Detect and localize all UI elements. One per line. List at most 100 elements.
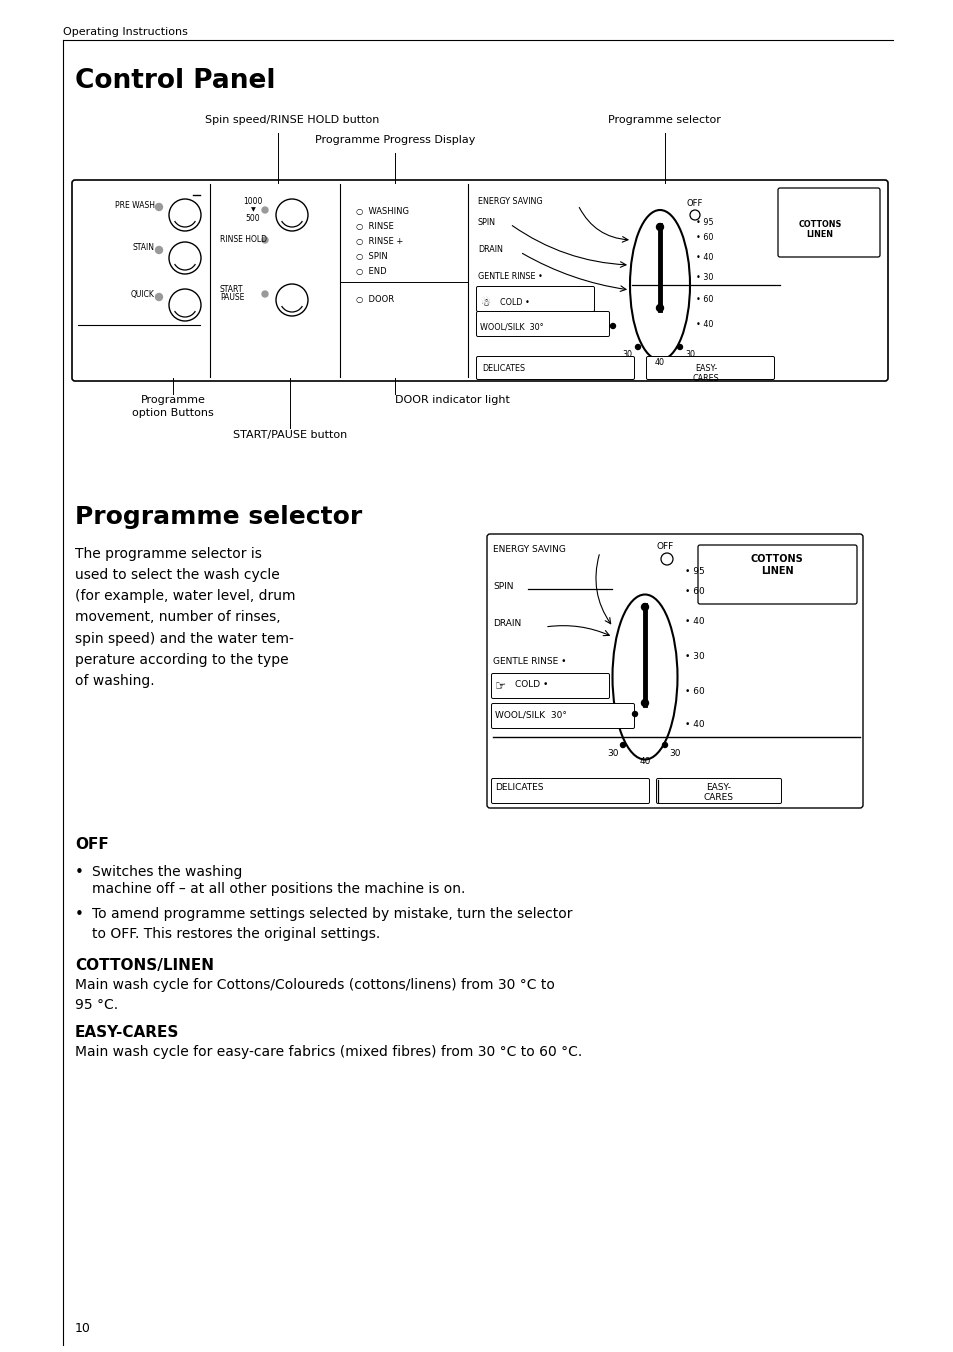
Text: 30: 30 bbox=[621, 350, 631, 360]
Text: OFF: OFF bbox=[75, 837, 109, 852]
Circle shape bbox=[155, 246, 162, 254]
Text: OFF: OFF bbox=[686, 199, 702, 208]
Text: ☞: ☞ bbox=[495, 680, 506, 694]
Text: DRAIN: DRAIN bbox=[493, 619, 520, 627]
Text: OFF: OFF bbox=[657, 542, 674, 552]
Circle shape bbox=[656, 304, 662, 311]
Circle shape bbox=[661, 742, 667, 748]
Text: Programme selector: Programme selector bbox=[607, 115, 720, 124]
FancyBboxPatch shape bbox=[646, 357, 774, 380]
Text: • 40: • 40 bbox=[684, 617, 704, 626]
Circle shape bbox=[677, 345, 681, 350]
Text: 1000: 1000 bbox=[243, 197, 262, 206]
Circle shape bbox=[640, 699, 648, 707]
Text: 30: 30 bbox=[669, 749, 680, 758]
Text: ENERGY SAVING: ENERGY SAVING bbox=[493, 545, 565, 554]
Text: ○  END: ○ END bbox=[355, 266, 386, 276]
Text: • 60: • 60 bbox=[684, 687, 704, 696]
Text: COLD •: COLD • bbox=[499, 297, 529, 307]
Text: Programme
option Buttons: Programme option Buttons bbox=[132, 395, 213, 418]
FancyBboxPatch shape bbox=[71, 180, 887, 381]
Text: WOOL/SILK  30°: WOOL/SILK 30° bbox=[479, 323, 543, 333]
Text: EASY-CARES: EASY-CARES bbox=[75, 1025, 179, 1040]
Text: LINEN: LINEN bbox=[760, 566, 793, 576]
Text: Operating Instructions: Operating Instructions bbox=[63, 27, 188, 37]
Circle shape bbox=[262, 291, 268, 297]
Text: 30: 30 bbox=[684, 350, 695, 360]
Text: ○  DOOR: ○ DOOR bbox=[355, 295, 394, 304]
Text: ○  SPIN: ○ SPIN bbox=[355, 251, 387, 261]
Text: COTTONS/LINEN: COTTONS/LINEN bbox=[75, 959, 213, 973]
Text: GENTLE RINSE •: GENTLE RINSE • bbox=[493, 657, 566, 667]
Text: ○  RINSE +: ○ RINSE + bbox=[355, 237, 403, 246]
Text: ○  WASHING: ○ WASHING bbox=[355, 207, 409, 216]
Text: COTTONS: COTTONS bbox=[750, 554, 802, 564]
Text: STAIN: STAIN bbox=[132, 243, 154, 253]
Text: PRE WASH: PRE WASH bbox=[115, 200, 154, 210]
FancyBboxPatch shape bbox=[476, 287, 594, 311]
Text: ○  RINSE: ○ RINSE bbox=[355, 222, 394, 231]
Text: ENERGY SAVING: ENERGY SAVING bbox=[477, 197, 542, 206]
Text: Programme selector: Programme selector bbox=[75, 506, 362, 529]
Text: GENTLE RINSE •: GENTLE RINSE • bbox=[477, 272, 542, 281]
Circle shape bbox=[262, 207, 268, 214]
Text: • 40: • 40 bbox=[696, 320, 713, 329]
FancyBboxPatch shape bbox=[778, 188, 879, 257]
Text: To amend programme settings selected by mistake, turn the selector
to OFF. This : To amend programme settings selected by … bbox=[91, 907, 572, 941]
Text: EASY-
CARES: EASY- CARES bbox=[692, 364, 719, 384]
FancyBboxPatch shape bbox=[698, 545, 856, 604]
Text: machine off – at all other positions the machine is on.: machine off – at all other positions the… bbox=[91, 882, 465, 896]
Text: Spin speed/RINSE HOLD button: Spin speed/RINSE HOLD button bbox=[205, 115, 379, 124]
Text: • 40: • 40 bbox=[684, 721, 704, 729]
FancyBboxPatch shape bbox=[476, 357, 634, 380]
Text: • 30: • 30 bbox=[696, 273, 713, 283]
Text: • 95: • 95 bbox=[696, 218, 713, 227]
Text: DRAIN: DRAIN bbox=[477, 245, 502, 254]
Circle shape bbox=[155, 204, 162, 211]
Circle shape bbox=[656, 223, 662, 230]
Text: 40: 40 bbox=[655, 358, 664, 366]
Text: •: • bbox=[75, 865, 84, 880]
Circle shape bbox=[610, 323, 615, 329]
Text: EASY-
CARES: EASY- CARES bbox=[703, 783, 733, 802]
Text: DOOR indicator light: DOOR indicator light bbox=[395, 395, 509, 406]
Text: COTTONS: COTTONS bbox=[798, 220, 841, 228]
Circle shape bbox=[632, 711, 637, 717]
Text: ▼: ▼ bbox=[251, 207, 255, 212]
Text: ☃: ☃ bbox=[479, 297, 490, 308]
FancyBboxPatch shape bbox=[491, 779, 649, 803]
Text: 500: 500 bbox=[246, 214, 260, 223]
Text: • 30: • 30 bbox=[684, 652, 704, 661]
Circle shape bbox=[635, 345, 639, 350]
Text: 30: 30 bbox=[607, 749, 618, 758]
Text: LINEN: LINEN bbox=[805, 230, 833, 239]
Text: SPIN: SPIN bbox=[493, 581, 513, 591]
Text: • 95: • 95 bbox=[684, 566, 704, 576]
Text: QUICK: QUICK bbox=[131, 291, 154, 300]
Text: Control Panel: Control Panel bbox=[75, 68, 275, 95]
Text: PAUSE: PAUSE bbox=[220, 293, 244, 301]
FancyBboxPatch shape bbox=[491, 703, 634, 729]
Text: • 60: • 60 bbox=[696, 233, 713, 242]
Text: DELICATES: DELICATES bbox=[495, 783, 543, 792]
Text: • 60: • 60 bbox=[684, 587, 704, 596]
FancyBboxPatch shape bbox=[656, 779, 781, 803]
Text: The programme selector is
used to select the wash cycle
(for example, water leve: The programme selector is used to select… bbox=[75, 548, 295, 688]
Text: • 60: • 60 bbox=[696, 295, 713, 304]
Text: 40: 40 bbox=[639, 757, 650, 767]
Text: START: START bbox=[220, 285, 243, 293]
Circle shape bbox=[619, 742, 625, 748]
Text: 10: 10 bbox=[75, 1322, 91, 1334]
FancyBboxPatch shape bbox=[491, 673, 609, 699]
Text: SPIN: SPIN bbox=[477, 218, 496, 227]
FancyBboxPatch shape bbox=[476, 311, 609, 337]
Text: Programme Progress Display: Programme Progress Display bbox=[314, 135, 475, 145]
Text: RINSE HOLD: RINSE HOLD bbox=[220, 235, 267, 243]
Text: COLD •: COLD • bbox=[515, 680, 548, 690]
Text: WOOL/SILK  30°: WOOL/SILK 30° bbox=[495, 710, 566, 719]
Text: START/PAUSE button: START/PAUSE button bbox=[233, 430, 347, 439]
Text: • 40: • 40 bbox=[696, 253, 713, 262]
Text: DELICATES: DELICATES bbox=[481, 364, 524, 373]
Text: Main wash cycle for Cottons/Coloureds (cottons/linens) from 30 °C to
95 °C.: Main wash cycle for Cottons/Coloureds (c… bbox=[75, 977, 555, 1013]
Circle shape bbox=[155, 293, 162, 300]
